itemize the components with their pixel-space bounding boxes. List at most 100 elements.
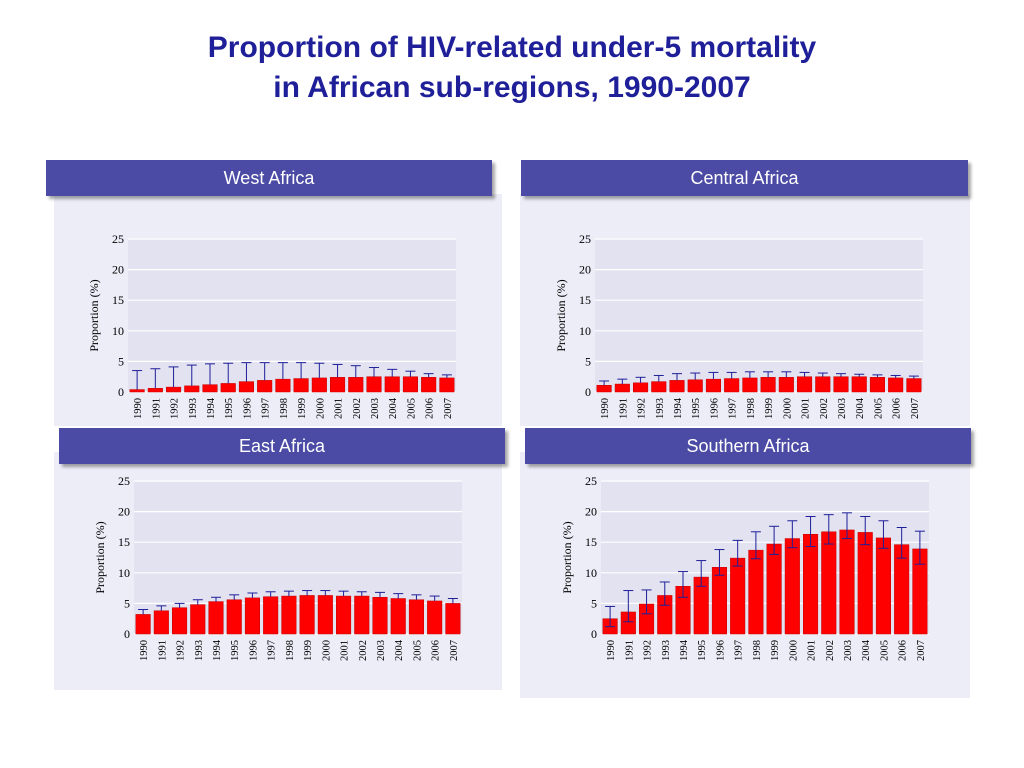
y-tick-label: 15 <box>118 535 130 549</box>
slide-title: Proportion of HIV-related under-5 mortal… <box>0 28 1024 108</box>
x-tick-label: 1995 <box>230 640 241 661</box>
y-axis-label: Proportion (%) <box>554 279 568 351</box>
x-tick-label: 1993 <box>194 640 205 661</box>
x-tick-label: 1994 <box>673 397 684 419</box>
bar <box>766 543 782 635</box>
y-tick-label: 0 <box>124 627 130 641</box>
x-tick-label: 1991 <box>157 640 168 661</box>
x-tick-label: 1992 <box>176 640 187 661</box>
x-tick-label: 1998 <box>279 398 290 419</box>
y-tick-label: 5 <box>591 596 597 610</box>
plot-area <box>134 481 462 634</box>
y-tick-label: 20 <box>118 505 130 519</box>
west-africa-header: West Africa <box>46 160 492 196</box>
x-tick-label: 2003 <box>370 398 381 419</box>
x-tick-label: 2006 <box>898 640 909 661</box>
x-tick-label: 1996 <box>715 640 726 661</box>
x-tick-label: 1993 <box>661 640 672 661</box>
bar <box>875 537 891 635</box>
x-tick-label: 2005 <box>879 640 890 661</box>
slide-title-line-2: in African sub-regions, 1990-2007 <box>273 71 751 104</box>
x-tick-label: 2007 <box>449 640 460 661</box>
x-tick-label: 1999 <box>770 640 781 661</box>
x-tick-label: 2004 <box>394 639 405 661</box>
y-tick-label: 10 <box>112 324 124 338</box>
x-tick-label: 1990 <box>606 640 617 661</box>
y-tick-label: 5 <box>118 354 124 368</box>
x-tick-label: 1997 <box>734 640 745 661</box>
x-tick-label: 2003 <box>843 640 854 661</box>
x-tick-label: 2001 <box>340 640 351 661</box>
x-tick-label: 2006 <box>892 398 903 419</box>
x-tick-label: 1995 <box>697 640 708 661</box>
x-tick-label: 2001 <box>807 640 818 661</box>
x-tick-label: 1993 <box>655 398 666 419</box>
bar <box>748 549 764 635</box>
bar <box>821 531 837 635</box>
bar <box>730 557 746 635</box>
plot-area <box>128 239 456 392</box>
x-tick-label: 2003 <box>376 640 387 661</box>
y-tick-label: 0 <box>585 385 591 399</box>
x-tick-label: 1995 <box>691 398 702 419</box>
y-tick-label: 20 <box>112 263 124 277</box>
x-tick-label: 1990 <box>600 398 611 419</box>
x-tick-label: 2000 <box>788 640 799 661</box>
x-tick-label: 1999 <box>303 640 314 661</box>
y-tick-label: 5 <box>585 354 591 368</box>
y-tick-label: 15 <box>112 293 124 307</box>
y-tick-label: 5 <box>124 596 130 610</box>
y-tick-label: 25 <box>585 474 597 488</box>
x-tick-label: 2005 <box>873 398 884 419</box>
y-tick-label: 25 <box>112 232 124 246</box>
east-africa-header: East Africa <box>59 428 505 464</box>
x-tick-label: 2004 <box>855 397 866 419</box>
bar <box>857 532 873 635</box>
x-tick-label: 1996 <box>242 398 253 419</box>
y-tick-label: 15 <box>585 535 597 549</box>
plot-area <box>595 239 923 392</box>
bar <box>784 538 800 635</box>
y-axis-label: Proportion (%) <box>560 521 574 593</box>
x-tick-label: 2000 <box>321 640 332 661</box>
x-tick-label: 1994 <box>206 397 217 419</box>
y-tick-label: 0 <box>591 627 597 641</box>
x-tick-label: 1995 <box>224 398 235 419</box>
y-tick-label: 20 <box>579 263 591 277</box>
central-africa-header: Central Africa <box>521 160 968 196</box>
x-tick-label: 2002 <box>352 398 363 419</box>
x-tick-label: 2003 <box>837 398 848 419</box>
x-tick-label: 2000 <box>315 398 326 419</box>
x-tick-label: 1991 <box>151 398 162 419</box>
y-tick-label: 20 <box>585 505 597 519</box>
x-tick-label: 1996 <box>248 640 259 661</box>
bar <box>803 533 819 635</box>
x-tick-label: 2002 <box>825 640 836 661</box>
y-tick-label: 25 <box>118 474 130 488</box>
x-tick-label: 1993 <box>188 398 199 419</box>
plot-area <box>601 481 929 634</box>
y-axis-label: Proportion (%) <box>87 279 101 351</box>
x-tick-label: 2005 <box>406 398 417 419</box>
y-tick-label: 0 <box>118 385 124 399</box>
x-tick-label: 2006 <box>425 398 436 419</box>
y-tick-label: 10 <box>585 566 597 580</box>
x-tick-label: 2001 <box>801 398 812 419</box>
slide-title-line-1: Proportion of HIV-related under-5 mortal… <box>207 31 817 64</box>
x-tick-label: 2007 <box>916 640 927 661</box>
x-tick-label: 1991 <box>618 398 629 419</box>
y-tick-label: 10 <box>118 566 130 580</box>
x-tick-label: 2004 <box>861 639 872 661</box>
y-tick-label: 25 <box>579 232 591 246</box>
x-tick-label: 2002 <box>819 398 830 419</box>
x-tick-label: 1996 <box>709 398 720 419</box>
x-tick-label: 1997 <box>728 398 739 419</box>
x-tick-label: 1992 <box>637 398 648 419</box>
x-tick-label: 1997 <box>261 398 272 419</box>
x-tick-label: 2006 <box>431 640 442 661</box>
x-tick-label: 1991 <box>624 640 635 661</box>
x-tick-label: 1997 <box>267 640 278 661</box>
